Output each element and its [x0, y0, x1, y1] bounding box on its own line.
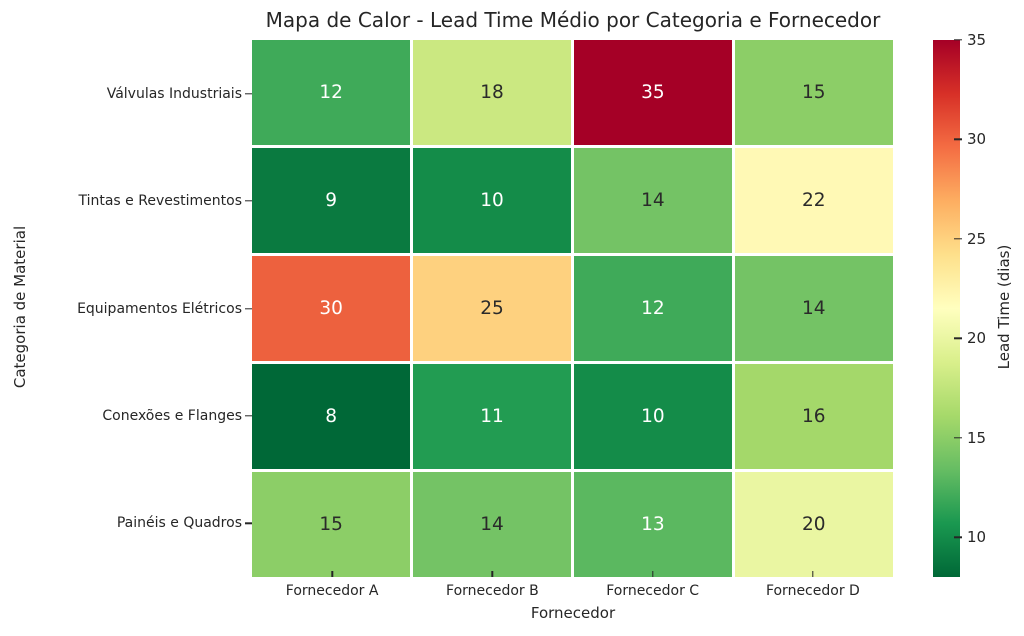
y-tick-label: Tintas e Revestimentos — [78, 193, 242, 210]
colorbar-tick-label: 10 — [967, 528, 987, 547]
cell-value: 14 — [480, 513, 504, 535]
heatmap-cell-r0c2: 35 — [573, 40, 733, 146]
heatmap-cell-r3c1: 11 — [412, 363, 572, 470]
y-tick-mark — [245, 522, 252, 524]
cell-value: 30 — [319, 297, 343, 319]
y-tick-mark — [245, 200, 252, 202]
colorbar-tick-mark — [954, 138, 962, 141]
cell-value: 22 — [802, 190, 826, 212]
heatmap-cell-r0c1: 18 — [412, 40, 572, 146]
x-axis-label: Fornecedor — [530, 604, 616, 622]
colorbar-tick-mark — [954, 39, 962, 41]
cell-value: 14 — [802, 297, 826, 319]
cell-value: 13 — [641, 513, 665, 535]
heatmap-cell-r4c2: 13 — [573, 471, 733, 577]
heatmap-cell-r2c2: 12 — [573, 255, 733, 362]
heatmap-cell-r1c0: 9 — [252, 147, 411, 254]
y-tick-label: Válvulas Industriais — [106, 85, 242, 102]
cell-value: 12 — [641, 297, 665, 319]
heatmap-cell-r3c0: 8 — [252, 363, 411, 470]
colorbar-tick-label: 20 — [967, 329, 987, 348]
heatmap-cell-r4c0: 15 — [252, 471, 411, 577]
x-tick-mark — [812, 571, 814, 577]
y-tick-mark — [245, 415, 252, 417]
x-tick-label: Fornecedor C — [606, 583, 700, 599]
x-tick-label: Fornecedor B — [446, 583, 539, 599]
x-tick-label: Fornecedor D — [765, 583, 860, 599]
chart-title: Mapa de Calor - Lead Time Médio por Cate… — [265, 8, 881, 32]
cell-value: 20 — [802, 513, 826, 535]
heatmap-cell-r1c1: 10 — [412, 147, 572, 254]
colorbar-tick-label: 35 — [967, 31, 987, 49]
heatmap-cell-r3c2: 10 — [573, 363, 733, 470]
heatmap-cell-r1c3: 22 — [734, 147, 893, 254]
heatmap-cell-r3c3: 16 — [734, 363, 893, 470]
colorbar-tick-label: 30 — [967, 130, 987, 149]
heatmap-cell-r0c3: 15 — [734, 40, 893, 146]
heatmap-cell-r4c3: 20 — [734, 471, 893, 577]
colorbar-tick-mark — [954, 337, 962, 340]
heatmap-cell-r0c0: 12 — [252, 40, 411, 146]
heatmap-cell-r2c0: 30 — [252, 255, 411, 362]
y-tick-label: Equipamentos Elétricos — [77, 300, 242, 317]
cell-value: 10 — [641, 405, 665, 427]
cell-value: 10 — [480, 190, 504, 212]
cell-value: 14 — [641, 190, 665, 212]
colorbar-tick-mark — [954, 238, 962, 240]
cell-value: 15 — [319, 513, 343, 535]
cell-value: 25 — [480, 297, 504, 319]
heatmap-cell-r2c1: 25 — [412, 255, 572, 362]
heatmap-grid: 12 18 35 15 9 10 14 22 30 25 12 14 8 11 10 16 15 14 13 20 — [252, 40, 893, 577]
cell-value: 11 — [480, 405, 504, 427]
x-tick-label: Fornecedor A — [285, 583, 379, 599]
y-axis-label: Categoria de Material — [11, 225, 29, 389]
y-tick-label: Conexões e Flanges — [102, 407, 242, 424]
cell-value: 16 — [802, 405, 826, 427]
colorbar-tick-label: 25 — [967, 229, 987, 248]
colorbar-tick-label: 15 — [967, 428, 987, 447]
colorbar-tick-mark — [954, 536, 962, 538]
y-tick-mark — [245, 92, 252, 95]
x-tick-mark — [491, 571, 494, 577]
y-tick-label: Painéis e Quadros — [116, 515, 242, 532]
colorbar-label: Lead Time (dias) — [995, 244, 1013, 370]
cell-value: 18 — [480, 82, 504, 104]
cell-value: 15 — [802, 82, 826, 104]
cell-value: 8 — [325, 405, 338, 427]
colorbar-gradient — [933, 40, 960, 577]
heatmap-cell-r1c2: 14 — [573, 147, 733, 254]
colorbar-tick-mark — [954, 437, 962, 439]
cell-value: 12 — [319, 82, 343, 104]
heatmap-cell-r2c3: 14 — [734, 255, 893, 362]
cell-value: 35 — [641, 82, 665, 104]
heatmap-cell-r4c1: 14 — [412, 471, 572, 577]
x-tick-mark — [331, 571, 333, 577]
x-tick-mark — [651, 571, 654, 577]
cell-value: 9 — [325, 190, 338, 212]
y-tick-mark — [245, 307, 252, 310]
